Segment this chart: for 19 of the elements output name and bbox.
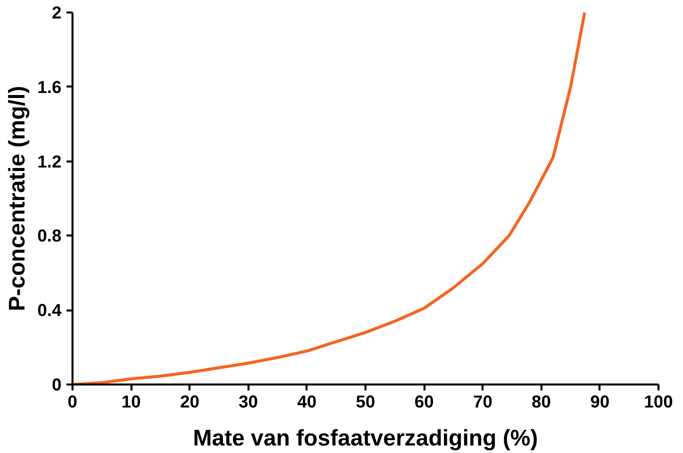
y-tick-label: 1.2 — [37, 151, 62, 172]
x-tick-label: 90 — [590, 392, 610, 412]
x-tick-label: 80 — [532, 392, 551, 412]
y-tick-label: 0 — [52, 374, 62, 394]
x-tick-label: 20 — [180, 392, 200, 412]
y-tick-label: 1.6 — [37, 76, 62, 97]
y-tick-label: 2 — [52, 2, 62, 22]
x-tick-label: 0 — [68, 392, 78, 412]
y-tick-label: 0.4 — [37, 300, 62, 320]
x-tick-label: 60 — [414, 392, 434, 412]
x-tick-label: 40 — [297, 392, 317, 412]
x-tick-label: 10 — [121, 392, 141, 412]
y-axis-title: P-concentratie (mg/l) — [3, 86, 30, 312]
x-tick-label: 30 — [238, 392, 258, 412]
x-tick-label: 70 — [473, 392, 492, 412]
y-tick-label: 0.8 — [37, 226, 62, 246]
x-tick-label: 100 — [644, 392, 673, 412]
x-axis-title: Mate van fosfaatverzadiging (%) — [193, 424, 538, 450]
x-tick-label: 50 — [356, 392, 376, 412]
